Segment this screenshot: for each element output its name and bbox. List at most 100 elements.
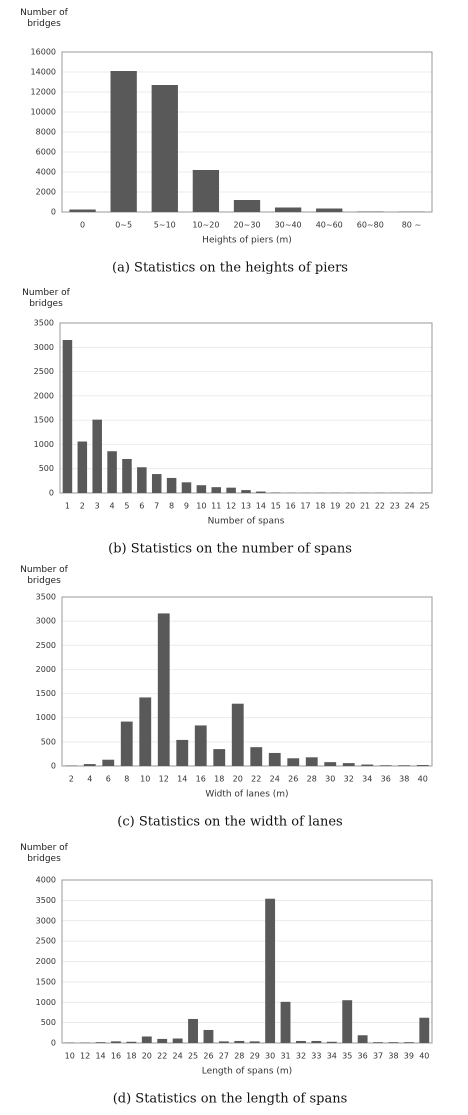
y-tick-label: 3500 <box>36 896 56 905</box>
x-tick-label: 22 <box>157 1052 167 1061</box>
x-tick-label: 20~30 <box>233 221 260 230</box>
y-axis-title: Number of bridges <box>20 8 68 29</box>
x-tick-label: 24 <box>173 1052 183 1061</box>
bar <box>141 1036 152 1043</box>
y-tick-label: 4000 <box>36 168 56 177</box>
x-tick-label: 10 <box>65 1052 75 1061</box>
y-tick-label: 1000 <box>36 713 56 722</box>
y-axis-title: Number of bridges <box>20 565 68 586</box>
bar <box>241 490 251 493</box>
y-tick-label: 500 <box>41 737 56 746</box>
caption: (b) Statistics on the number of spans <box>108 542 352 557</box>
plot-frame <box>61 879 433 1044</box>
x-tick-label: 40 <box>418 775 428 784</box>
x-tick-label: 8 <box>124 775 129 784</box>
x-axis-title: Length of spans (m) <box>202 1067 292 1077</box>
x-tick-label: 13 <box>241 502 251 511</box>
y-tick-label: 10000 <box>31 108 56 117</box>
y-tick-label: 1500 <box>34 416 54 425</box>
bar <box>268 752 281 766</box>
x-tick-label: 28 <box>234 1052 244 1061</box>
bar <box>83 764 96 766</box>
x-tick-label: 25 <box>188 1052 198 1061</box>
y-tick-label: 16000 <box>31 48 56 57</box>
y-tick-label: 6000 <box>36 148 56 157</box>
x-tick-label: 21 <box>360 502 370 511</box>
y-tick-label: 0 <box>49 489 54 498</box>
x-tick-label: 31 <box>280 1052 290 1061</box>
bar <box>342 1000 353 1043</box>
x-tick-label: 5~10 <box>154 221 176 230</box>
x-tick-label: 18 <box>315 502 325 511</box>
x-tick-label: 17 <box>300 502 310 511</box>
y-tick-label: 14000 <box>31 68 56 77</box>
bar <box>151 474 162 493</box>
x-tick-label: 34 <box>327 1052 337 1061</box>
y-tick-label: 500 <box>41 1018 56 1027</box>
bar <box>218 1041 229 1043</box>
bar <box>157 613 170 766</box>
x-tick-label: 10~20 <box>192 221 219 230</box>
x-tick-label: 16 <box>286 502 296 511</box>
bar <box>233 200 261 212</box>
bar <box>102 759 115 766</box>
bar <box>416 765 429 766</box>
x-tick-label: 28 <box>307 775 317 784</box>
bar <box>77 441 88 493</box>
bar <box>305 757 318 766</box>
x-tick-label: 6 <box>139 502 144 511</box>
bar <box>62 340 73 493</box>
y-tick-label: 1500 <box>36 689 56 698</box>
x-tick-label: 3 <box>95 502 100 511</box>
x-tick-label: 30 <box>325 775 335 784</box>
x-tick-label: 24 <box>405 502 415 511</box>
x-tick-label: 16 <box>196 775 206 784</box>
x-tick-label: 35 <box>342 1052 352 1061</box>
x-tick-label: 2 <box>69 775 74 784</box>
x-tick-label: 14 <box>256 502 266 511</box>
x-tick-label: 36 <box>358 1052 368 1061</box>
x-tick-label: 29 <box>250 1052 260 1061</box>
bar <box>296 1040 306 1043</box>
x-tick-label: 8 <box>169 502 174 511</box>
y-tick-label: 2000 <box>34 391 54 400</box>
y-tick-label: 8000 <box>36 128 56 137</box>
x-tick-label: 40~60 <box>316 221 343 230</box>
bar <box>361 764 374 766</box>
bar <box>256 491 266 493</box>
bar <box>326 1041 337 1043</box>
y-tick-label: 0 <box>51 762 56 771</box>
x-tick-label: 40 <box>419 1052 429 1061</box>
x-tick-label: 80 ~ <box>402 221 421 230</box>
x-tick-label: 11 <box>211 502 221 511</box>
x-tick-label: 26 <box>203 1052 213 1061</box>
x-axis-title: Width of lanes (m) <box>205 790 288 800</box>
bar <box>357 211 384 212</box>
bar <box>122 459 132 493</box>
x-tick-label: 12 <box>159 775 169 784</box>
x-tick-label: 4 <box>87 775 92 784</box>
y-tick-label: 3500 <box>34 319 54 328</box>
x-tick-label: 12 <box>80 1052 90 1061</box>
caption: (c) Statistics on the width of lanes <box>117 815 342 830</box>
x-tick-label: 1 <box>65 502 70 511</box>
bar <box>280 1001 291 1043</box>
x-tick-label: 10 <box>140 775 150 784</box>
x-tick-label: 36 <box>381 775 391 784</box>
bar <box>137 467 147 493</box>
bar <box>287 758 300 766</box>
x-tick-label: 14 <box>95 1052 105 1061</box>
x-tick-label: 18 <box>214 775 224 784</box>
bar <box>192 170 220 212</box>
plot-frame <box>61 596 433 767</box>
x-tick-label: 6 <box>106 775 111 784</box>
bar <box>126 1041 137 1043</box>
bar <box>69 209 96 212</box>
x-tick-label: 7 <box>154 502 159 511</box>
x-tick-label: 60~80 <box>357 221 384 230</box>
x-tick-label: 26 <box>288 775 298 784</box>
x-tick-label: 18 <box>126 1052 136 1061</box>
bar <box>151 85 178 212</box>
bar <box>265 898 276 1043</box>
x-axis-title: Number of spans <box>208 517 285 527</box>
